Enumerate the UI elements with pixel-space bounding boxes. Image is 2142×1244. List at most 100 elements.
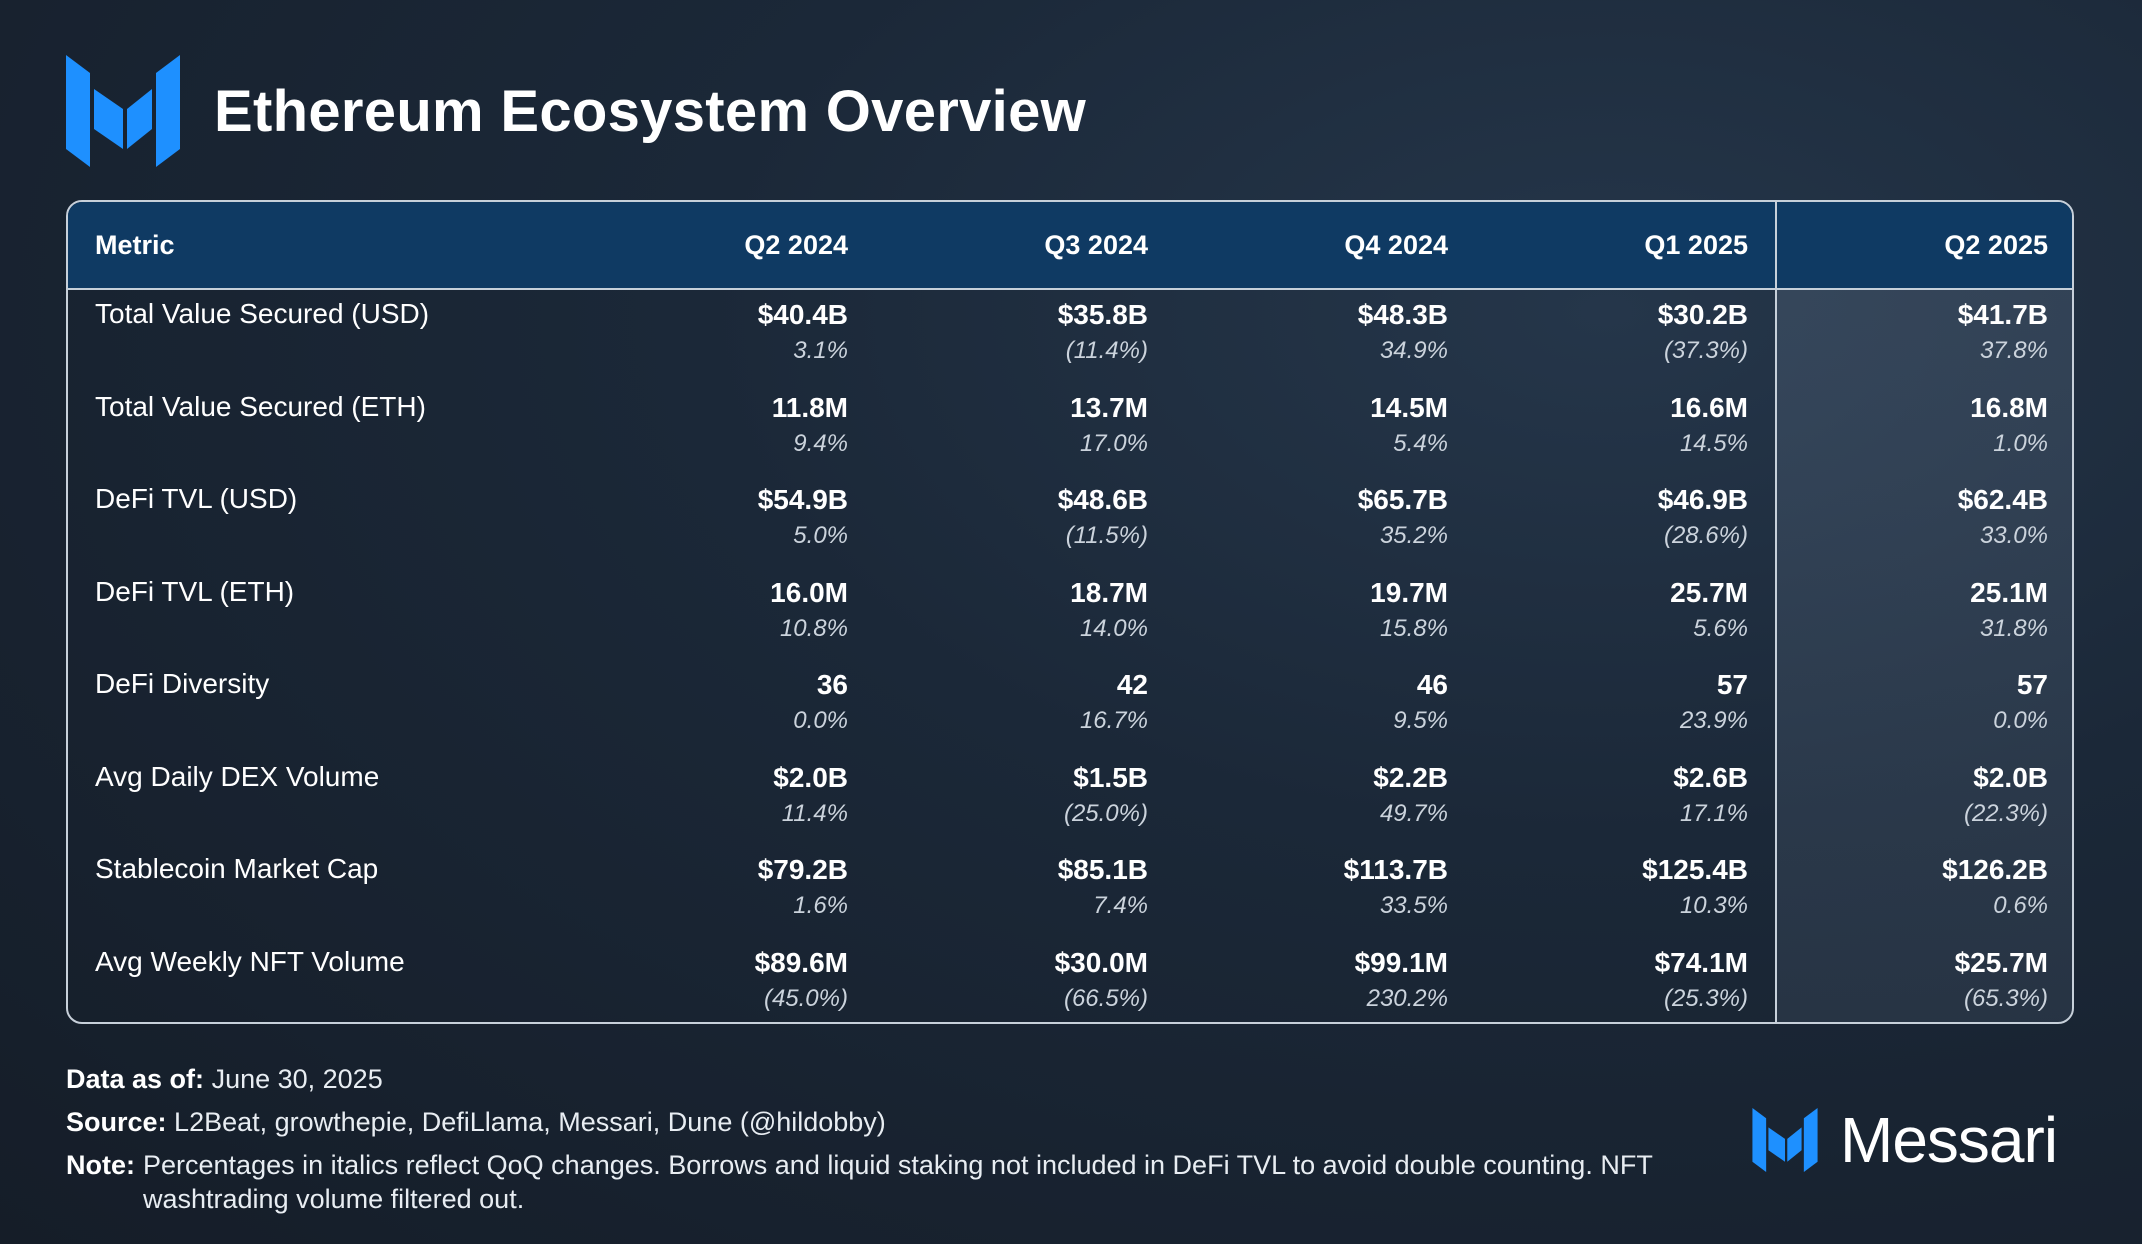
cell-change: 5.4%: [1393, 429, 1448, 457]
note-label: Note:: [66, 1150, 135, 1180]
column-header: Q1 2025: [1644, 230, 1748, 260]
cell-change: 35.2%: [1379, 522, 1448, 549]
table-cell: 14.5M 5.4%: [1370, 391, 1448, 463]
cell-change: 10.8%: [779, 614, 848, 642]
cell-change: 230.2%: [1366, 984, 1448, 1012]
cell-change: 31.8%: [1979, 614, 2048, 642]
cell-value: 18.7M: [1070, 576, 1148, 608]
cell-value: $2.0B: [1973, 761, 2048, 793]
cell-value: 25.7M: [1670, 576, 1748, 608]
source-value: L2Beat, growthepie, DefiLlama, Messari, …: [174, 1107, 886, 1137]
table-cell: $30.2B (37.3%): [1658, 298, 1748, 370]
table-cell: $74.1M (25.3%): [1655, 946, 1748, 1018]
cell-value: 36: [816, 669, 848, 700]
column-header: Q2 2024: [744, 230, 848, 260]
cell-change: (65.3%): [1963, 984, 2048, 1012]
cell-change: 33.0%: [1979, 522, 2048, 549]
cell-value: $126.2B: [1942, 854, 2048, 885]
cell-change: (37.3%): [1663, 337, 1748, 364]
table-cell: $126.2B 0.6%: [1942, 853, 2048, 925]
cell-value: $30.0M: [1054, 946, 1148, 978]
cell-change: 0.6%: [1993, 892, 2048, 919]
table-cell: 18.7M 14.0%: [1070, 576, 1148, 648]
cell-value: 16.8M: [1970, 391, 2048, 423]
cell-change: 23.9%: [1679, 707, 1748, 734]
cell-change: 49.7%: [1379, 799, 1448, 827]
table-cell: 46 9.5%: [1393, 668, 1448, 740]
table-header: Metric Q2 2024 Q3 2024 Q4 2024 Q1 2025 Q2 202…: [68, 202, 2072, 290]
messari-logo-icon: [66, 55, 180, 167]
cell-value: $2.6B: [1673, 761, 1748, 793]
cell-change: 15.8%: [1379, 614, 1448, 642]
cell-value: $2.2B: [1373, 761, 1448, 793]
column-header: Q4 2024: [1344, 230, 1448, 260]
table-cell: $46.9B (28.6%): [1658, 483, 1748, 555]
column-divider: [1775, 202, 1777, 1022]
cell-change: 0.0%: [1993, 707, 2048, 734]
cell-value: $85.1B: [1057, 854, 1148, 885]
table-cell: $2.2B 49.7%: [1373, 761, 1448, 833]
table-cell: $35.8B (11.4%): [1058, 298, 1148, 370]
table-cell: $2.6B 17.1%: [1673, 761, 1748, 833]
table-cell: $65.7B 35.2%: [1358, 483, 1448, 555]
table-cell: $125.4B 10.3%: [1642, 853, 1748, 925]
cell-change: 16.7%: [1079, 707, 1148, 734]
table-cell: $1.5B (25.0%): [1064, 761, 1148, 833]
metric-label: Total Value Secured (USD): [95, 298, 430, 329]
cell-value: $54.9B: [757, 484, 848, 515]
cell-change: 14.0%: [1079, 614, 1148, 642]
cell-change: 37.8%: [1979, 337, 2048, 364]
cell-value: $48.6B: [1057, 484, 1148, 515]
table-cell: 11.8M 9.4%: [772, 391, 848, 463]
cell-value: 16.6M: [1670, 391, 1748, 423]
table-cell: $2.0B 11.4%: [773, 761, 848, 833]
table-cell: $99.1M 230.2%: [1355, 946, 1448, 1018]
overview-table: Metric Q2 2024 Q3 2024 Q4 2024 Q1 2025 Q2 202…: [66, 200, 2074, 1024]
cell-change: (28.6%): [1663, 522, 1748, 549]
table-row: DeFi TVL (USD) $54.9B 5.0% $48.6B (11.5%) $65…: [68, 475, 2072, 568]
cell-value: $79.2B: [757, 854, 848, 885]
table-cell: $79.2B 1.6%: [758, 853, 848, 925]
cell-value: $125.4B: [1642, 854, 1748, 885]
table-row: DeFi Diversity 36 0.0% 42 16.7% 46 9.5% 57 23.9%…: [68, 660, 2072, 753]
cell-value: 19.7M: [1370, 576, 1448, 608]
metric-label: DeFi TVL (ETH): [95, 575, 295, 607]
cell-value: 57: [1716, 669, 1748, 700]
data-as-of: Data as of: June 30, 2025: [66, 1058, 1746, 1101]
table-cell: 25.7M 5.6%: [1670, 576, 1748, 648]
table-cell: $62.4B 33.0%: [1958, 483, 2048, 555]
cell-value: $40.4B: [757, 299, 848, 330]
table-cell: 13.7M 17.0%: [1070, 391, 1148, 463]
cell-value: $35.8B: [1057, 299, 1148, 330]
cell-change: 9.5%: [1393, 707, 1448, 734]
table-cell: $40.4B 3.1%: [758, 298, 848, 370]
brand-name: Messari: [1840, 1104, 2058, 1176]
cell-value: 16.0M: [770, 576, 848, 608]
highlighted-column: [1777, 202, 2072, 1022]
note-line: Note: Percentages in italics reflect QoQ…: [66, 1148, 1746, 1216]
cell-change: (11.5%): [1065, 522, 1148, 549]
column-header: Q2 2025: [1944, 230, 2048, 260]
table-cell: $113.7B 33.5%: [1344, 853, 1448, 925]
table-cell: $30.0M (66.5%): [1055, 946, 1148, 1018]
cell-value: $2.0B: [773, 761, 848, 793]
cell-change: 17.1%: [1679, 799, 1748, 827]
cell-value: 46: [1416, 669, 1448, 700]
table-cell: 16.8M 1.0%: [1970, 391, 2048, 463]
table-row: Total Value Secured (ETH) 11.8M 9.4% 13.7M 1…: [68, 383, 2072, 476]
table-cell: $48.6B (11.5%): [1058, 483, 1148, 555]
cell-value: $46.9B: [1657, 484, 1748, 515]
cell-value: $41.7B: [1957, 299, 2048, 330]
table-row: Total Value Secured (USD) $40.4B 3.1% $35.8…: [68, 290, 2072, 383]
table-cell: $41.7B 37.8%: [1958, 298, 2048, 370]
table-row: DeFi TVL (ETH) 16.0M 10.8% 18.7M 14.0% 19.7M 1…: [68, 568, 2072, 661]
note-value: Percentages in italics reflect QoQ chang…: [143, 1150, 1653, 1214]
cell-change: 7.4%: [1093, 892, 1148, 919]
table-cell: $85.1B 7.4%: [1058, 853, 1148, 925]
cell-value: 11.8M: [771, 391, 848, 423]
cell-change: 5.6%: [1693, 614, 1748, 642]
data-as-of-label: Data as of:: [66, 1064, 205, 1094]
page-title: Ethereum Ecosystem Overview: [214, 78, 1087, 144]
cell-change: (11.4%): [1065, 337, 1148, 364]
cell-change: 14.5%: [1679, 429, 1748, 457]
